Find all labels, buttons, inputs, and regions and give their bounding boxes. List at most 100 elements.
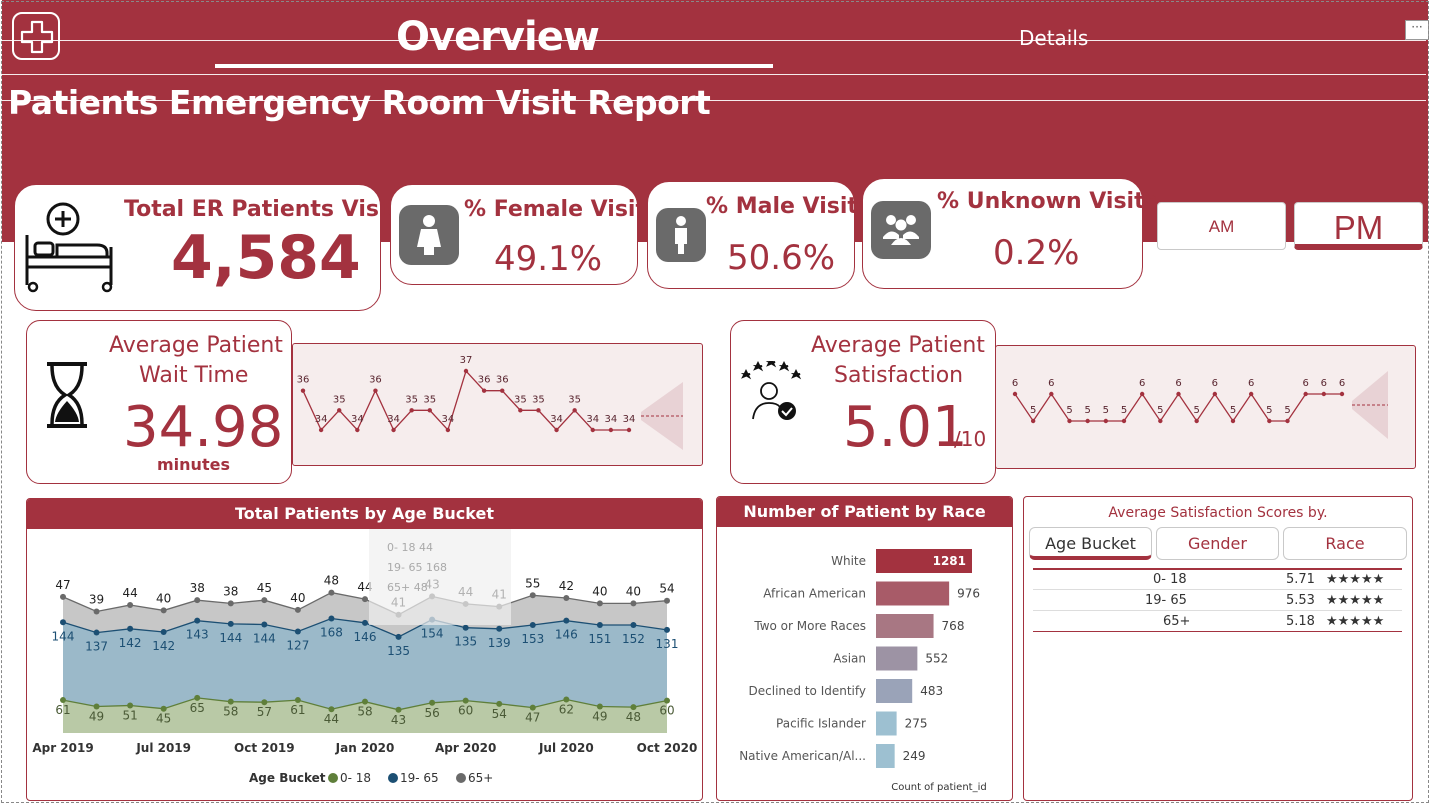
sparkline-point	[481, 388, 487, 393]
am-toggle-button[interactable]: AM	[1157, 202, 1286, 250]
sparkline-point	[1194, 418, 1199, 424]
sparkline-label: 35	[423, 394, 436, 405]
row-label: 65+	[1163, 614, 1191, 629]
sparkline-point	[1176, 391, 1181, 397]
sparkline-point	[1303, 391, 1308, 397]
tab-age-bucket[interactable]: Age Bucket	[1029, 527, 1152, 560]
sparkline-label: 6	[1139, 378, 1145, 389]
sparkline-label: 36	[478, 375, 491, 386]
data-label: 39	[89, 593, 104, 607]
sparkline-point	[1339, 391, 1345, 397]
data-label: 131	[656, 637, 679, 651]
tab-gender[interactable]: Gender	[1156, 527, 1279, 560]
data-label: 45	[156, 712, 171, 726]
sparkline-label: 34	[586, 414, 599, 425]
legend-label: 19- 65	[400, 771, 439, 785]
data-label: 58	[357, 705, 372, 719]
bar	[876, 711, 897, 736]
data-label: 38	[190, 581, 205, 595]
point-19-65	[328, 615, 335, 622]
sparkline-label: 5	[1284, 405, 1290, 416]
bar-value-label: 976	[957, 587, 980, 601]
point-19-65	[362, 619, 368, 626]
bar-value-label: 768	[942, 619, 965, 633]
point-0-18	[529, 704, 536, 711]
wait-time-title-line2: Wait Time	[139, 363, 249, 388]
data-label: 57	[257, 705, 272, 719]
point-19-65	[93, 629, 100, 636]
sparkline-label: 34	[442, 414, 455, 425]
sparkline-label: 5	[1030, 405, 1036, 416]
data-label: 60	[458, 704, 473, 718]
point-19-65	[194, 617, 201, 624]
sparkline-label: 5	[1230, 405, 1236, 416]
sparkline-label: 5	[1266, 405, 1272, 416]
tab-details[interactable]: Details	[1019, 26, 1089, 50]
sparkline-label: 6	[1302, 378, 1308, 389]
ghost-tooltip-row: 19- 65 168	[387, 561, 447, 574]
sparkline-point	[373, 388, 378, 393]
star-rating: ★★★★★	[1326, 614, 1385, 629]
header-guide-line	[2, 74, 1426, 75]
point-65-plus	[563, 595, 570, 601]
point-19-65	[60, 619, 66, 626]
sparkline-point	[1121, 418, 1127, 424]
point-0-18	[664, 697, 670, 704]
point-65-plus	[328, 589, 335, 596]
point-0-18	[328, 706, 335, 713]
star-rating: ★★★★★	[1326, 593, 1385, 608]
ghost-tooltip	[369, 529, 511, 625]
sparkline-label: 5	[1121, 405, 1127, 416]
point-65-plus	[194, 597, 201, 604]
tab-overview[interactable]: Overview	[396, 14, 600, 60]
data-label: 60	[659, 704, 674, 718]
category-label: Declined to Identify	[749, 684, 866, 698]
x-tick-label: Apr 2020	[435, 741, 496, 755]
sparkline-point	[391, 427, 396, 433]
data-label: 54	[492, 707, 507, 721]
x-axis-label: Count of patient_id	[891, 782, 986, 793]
legend-marker	[328, 773, 338, 783]
sparkline-series	[1014, 392, 1342, 423]
sparkline-label: 36	[369, 375, 382, 386]
data-label: 142	[152, 639, 175, 653]
data-label: 144	[52, 629, 75, 643]
sparkline-label: 6	[1012, 378, 1018, 389]
pm-toggle-button[interactable]: PM	[1294, 202, 1423, 250]
x-tick-label: Jan 2020	[335, 741, 395, 755]
category-label: Asian	[833, 652, 866, 666]
kpi-unknown-title: % Unknown Visits	[937, 189, 1158, 214]
point-19-65	[127, 625, 134, 632]
sparkline-point	[608, 427, 614, 433]
bar-value-label: 552	[925, 652, 948, 666]
sparkline-point	[1085, 418, 1090, 424]
data-label: 44	[122, 586, 137, 600]
sparkline-point	[536, 408, 541, 413]
rating-user-icon	[740, 361, 802, 420]
sparkline-point	[463, 368, 469, 374]
sparkline-point	[1321, 391, 1327, 397]
sparkline-point	[1103, 418, 1109, 424]
star-rating: ★★★★★	[1326, 572, 1385, 587]
satisfaction-table-title: Average Satisfaction Scores by.	[1108, 505, 1328, 521]
x-tick-label: Apr 2019	[32, 741, 93, 755]
more-options-button[interactable]: ···	[1405, 20, 1429, 40]
kpi-female-visits: % Female Visits 49.1%	[390, 184, 659, 285]
point-0-18	[362, 698, 368, 705]
age-bucket-chart-title: Total Patients by Age Bucket	[27, 499, 702, 529]
data-label: 135	[387, 644, 410, 658]
satisfaction-title-line1: Average Patient	[811, 333, 985, 358]
point-65-plus	[664, 597, 670, 604]
bar	[876, 614, 934, 638]
x-tick-label: Jul 2020	[538, 741, 594, 755]
satisfaction-scale: /10	[954, 427, 987, 451]
sparkline-label: 6	[1175, 378, 1181, 389]
sparkline-label: 5	[1066, 405, 1072, 416]
kpi-unknown-value: 0.2%	[993, 233, 1080, 273]
sparkline-point	[1285, 418, 1290, 424]
point-0-18	[194, 694, 201, 701]
point-0-18	[496, 700, 503, 707]
data-label: 45	[257, 581, 272, 595]
tab-race[interactable]: Race	[1283, 527, 1407, 560]
data-label: 54	[659, 582, 674, 596]
